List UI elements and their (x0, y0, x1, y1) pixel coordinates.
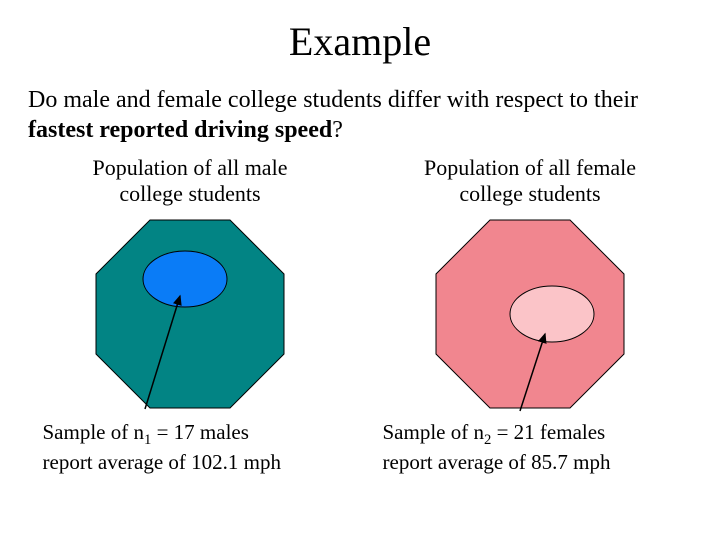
left-octagon (96, 220, 284, 408)
left-sample-b: = 17 males (151, 420, 249, 444)
right-sample-b: = 21 females (491, 420, 605, 444)
right-pop-l2: college students (459, 181, 600, 206)
left-population-label: Population of all male college students (93, 155, 288, 208)
right-sample-l2: report average of 85.7 mph (383, 450, 611, 474)
question-text: Do male and female college students diff… (28, 85, 692, 145)
question-bold: fastest reported driving speed (28, 117, 332, 143)
slide-title: Example (0, 18, 720, 65)
right-pop-l1: Population of all female (424, 155, 636, 180)
question-part1: Do male and female college students diff… (28, 87, 638, 113)
question-part2: ? (332, 117, 343, 143)
left-ellipse (143, 251, 227, 307)
left-sample-a: Sample of n (43, 420, 144, 444)
columns: Population of all male college students … (0, 155, 720, 475)
right-diagram (430, 214, 630, 414)
left-sample-label: Sample of n1 = 17 males report average o… (18, 420, 363, 475)
right-sample-label: Sample of n2 = 21 females report average… (358, 420, 703, 475)
left-diagram (90, 214, 290, 414)
left-pop-l1: Population of all male (93, 155, 288, 180)
right-svg (430, 214, 630, 414)
left-column: Population of all male college students … (30, 155, 350, 475)
right-sample-a: Sample of n (383, 420, 484, 444)
right-ellipse (510, 286, 594, 342)
left-pop-l2: college students (119, 181, 260, 206)
right-population-label: Population of all female college student… (424, 155, 636, 208)
right-column: Population of all female college student… (370, 155, 690, 475)
left-sample-l2: report average of 102.1 mph (43, 450, 282, 474)
left-svg (90, 214, 290, 414)
